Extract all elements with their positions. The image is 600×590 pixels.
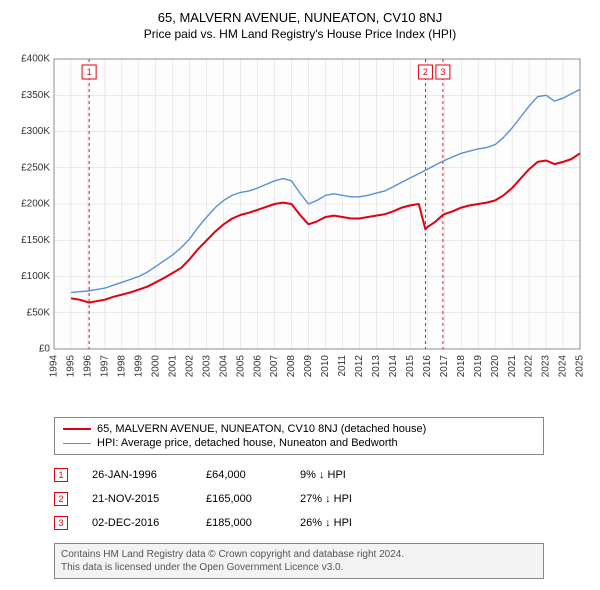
svg-text:£350K: £350K — [21, 90, 50, 101]
chart-subtitle: Price paid vs. HM Land Registry's House … — [10, 27, 590, 41]
svg-text:1994: 1994 — [49, 355, 60, 378]
footer-line-2: This data is licensed under the Open Gov… — [61, 561, 537, 574]
svg-text:£300K: £300K — [21, 126, 50, 137]
svg-text:2006: 2006 — [252, 355, 263, 378]
svg-text:2007: 2007 — [269, 355, 280, 378]
svg-text:1999: 1999 — [133, 355, 144, 378]
svg-text:1: 1 — [87, 67, 92, 77]
svg-text:1997: 1997 — [100, 355, 111, 378]
event-marker: 2 — [54, 492, 68, 506]
svg-text:2012: 2012 — [354, 355, 365, 378]
legend-label: 65, MALVERN AVENUE, NUNEATON, CV10 8NJ (… — [97, 423, 426, 435]
event-row: 1 26-JAN-1996 £64,000 9% ↓ HPI — [54, 463, 544, 487]
svg-text:2011: 2011 — [337, 355, 348, 377]
svg-text:2013: 2013 — [371, 355, 382, 378]
legend-row: 65, MALVERN AVENUE, NUNEATON, CV10 8NJ (… — [63, 422, 535, 436]
svg-text:£250K: £250K — [21, 162, 50, 173]
svg-text:2004: 2004 — [218, 355, 229, 378]
svg-text:1998: 1998 — [117, 355, 128, 378]
event-price: £64,000 — [206, 469, 276, 481]
svg-text:2017: 2017 — [439, 355, 450, 378]
events-table: 1 26-JAN-1996 £64,000 9% ↓ HPI 2 21-NOV-2015 £… — [54, 463, 544, 535]
svg-text:2014: 2014 — [388, 355, 399, 378]
legend-swatch — [63, 428, 91, 430]
event-date: 26-JAN-1996 — [92, 469, 182, 481]
svg-text:2: 2 — [423, 67, 428, 77]
svg-text:1995: 1995 — [66, 355, 77, 378]
svg-text:2025: 2025 — [575, 355, 586, 378]
legend: 65, MALVERN AVENUE, NUNEATON, CV10 8NJ (… — [54, 417, 544, 455]
event-delta: 9% ↓ HPI — [300, 469, 346, 481]
svg-text:2010: 2010 — [320, 355, 331, 378]
event-date: 21-NOV-2015 — [92, 493, 182, 505]
svg-text:2023: 2023 — [541, 355, 552, 378]
svg-text:£0: £0 — [39, 344, 51, 355]
legend-row: HPI: Average price, detached house, Nune… — [63, 436, 535, 450]
event-row: 2 21-NOV-2015 £165,000 27% ↓ HPI — [54, 487, 544, 511]
svg-text:£100K: £100K — [21, 271, 50, 282]
event-row: 3 02-DEC-2016 £185,000 26% ↓ HPI — [54, 511, 544, 535]
svg-text:2018: 2018 — [456, 355, 467, 378]
attribution-footer: Contains HM Land Registry data © Crown c… — [54, 543, 544, 579]
svg-text:2005: 2005 — [235, 355, 246, 378]
event-delta: 27% ↓ HPI — [300, 493, 352, 505]
svg-text:2024: 2024 — [558, 355, 569, 378]
svg-text:£150K: £150K — [21, 235, 50, 246]
event-marker: 1 — [54, 468, 68, 482]
svg-text:2000: 2000 — [150, 355, 161, 378]
chart-svg: £0 £50K £100K £150K £200K £250K £300K £350K £400… — [10, 49, 590, 409]
svg-text:2015: 2015 — [405, 355, 416, 378]
footer-line-1: Contains HM Land Registry data © Crown c… — [61, 548, 537, 561]
event-date: 02-DEC-2016 — [92, 517, 182, 529]
svg-text:2008: 2008 — [286, 355, 297, 378]
svg-text:2016: 2016 — [422, 355, 433, 378]
svg-text:2009: 2009 — [303, 355, 314, 378]
svg-text:2022: 2022 — [524, 355, 535, 378]
legend-swatch — [63, 443, 91, 444]
svg-text:2002: 2002 — [184, 355, 195, 378]
svg-text:1996: 1996 — [83, 355, 94, 378]
svg-text:£50K: £50K — [27, 307, 51, 318]
svg-text:2021: 2021 — [507, 355, 518, 378]
legend-label: HPI: Average price, detached house, Nune… — [97, 437, 398, 449]
event-delta: 26% ↓ HPI — [300, 517, 352, 529]
event-marker: 3 — [54, 516, 68, 530]
svg-text:£200K: £200K — [21, 199, 50, 210]
event-price: £185,000 — [206, 517, 276, 529]
event-price: £165,000 — [206, 493, 276, 505]
svg-text:2019: 2019 — [473, 355, 484, 378]
svg-text:£400K: £400K — [21, 54, 50, 65]
svg-text:2001: 2001 — [167, 355, 178, 378]
svg-text:2003: 2003 — [201, 355, 212, 378]
chart-title: 65, MALVERN AVENUE, NUNEATON, CV10 8NJ — [10, 10, 590, 25]
svg-text:3: 3 — [440, 67, 445, 77]
svg-text:2020: 2020 — [490, 355, 501, 378]
chart-area: £0 £50K £100K £150K £200K £250K £300K £350K £400… — [10, 49, 590, 409]
